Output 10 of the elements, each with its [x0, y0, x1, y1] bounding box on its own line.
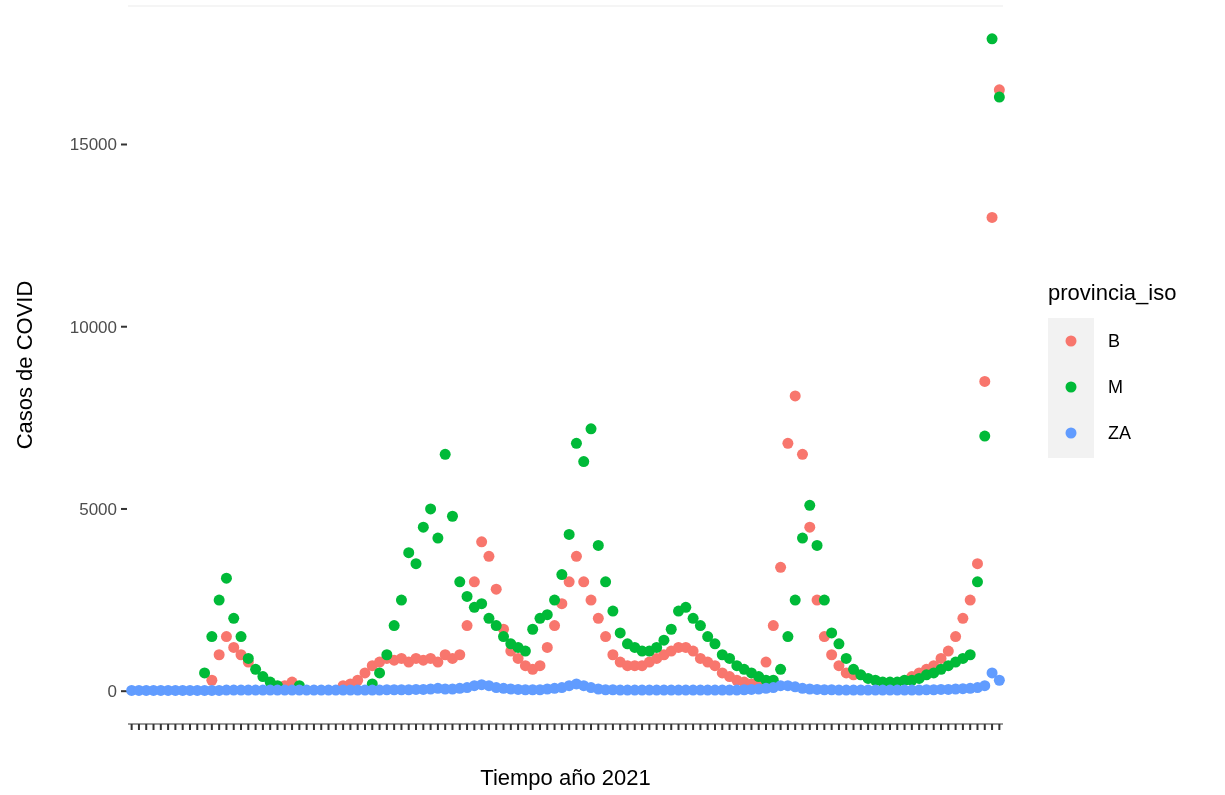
legend-title: provincia_iso — [1048, 280, 1177, 305]
legend-label: B — [1108, 331, 1121, 352]
y-tick-label: 10000 — [69, 317, 117, 337]
legend-label: ZA — [1108, 423, 1132, 444]
y-tick-label: 0 — [107, 682, 117, 702]
y-axis-title: Casos de COVID — [12, 280, 37, 450]
x-axis-title: Tiempo año 2021 — [480, 765, 651, 790]
legend-label: M — [1108, 377, 1123, 398]
y-tick-label: 15000 — [69, 135, 117, 155]
y-tick-label: 5000 — [79, 499, 117, 519]
